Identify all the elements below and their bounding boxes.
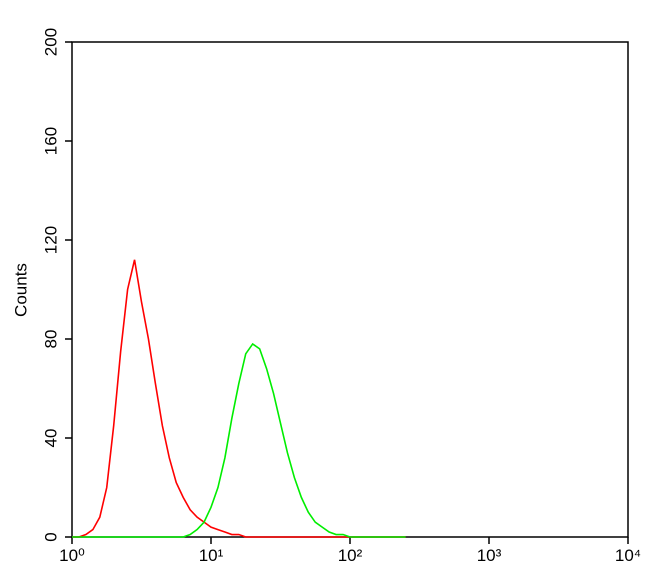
y-tick-label: 120: [41, 226, 60, 254]
x-tick-label: 10¹: [199, 546, 224, 565]
x-tick-label: 10²: [338, 546, 363, 565]
y-axis-label: Counts: [11, 263, 30, 317]
x-tick-label: 10⁴: [615, 546, 641, 565]
histogram-line: [72, 259, 406, 538]
plot-frame: [71, 41, 629, 538]
histogram-line: [72, 342, 406, 538]
y-tick-label: 40: [41, 429, 60, 448]
x-tick-label: 10⁰: [59, 546, 85, 565]
x-tick-label: 10³: [477, 546, 502, 565]
y-tick-label: 200: [41, 28, 60, 56]
y-tick-label: 160: [41, 127, 60, 155]
y-tick-label: 80: [41, 330, 60, 349]
y-tick-label: 0: [41, 532, 60, 541]
